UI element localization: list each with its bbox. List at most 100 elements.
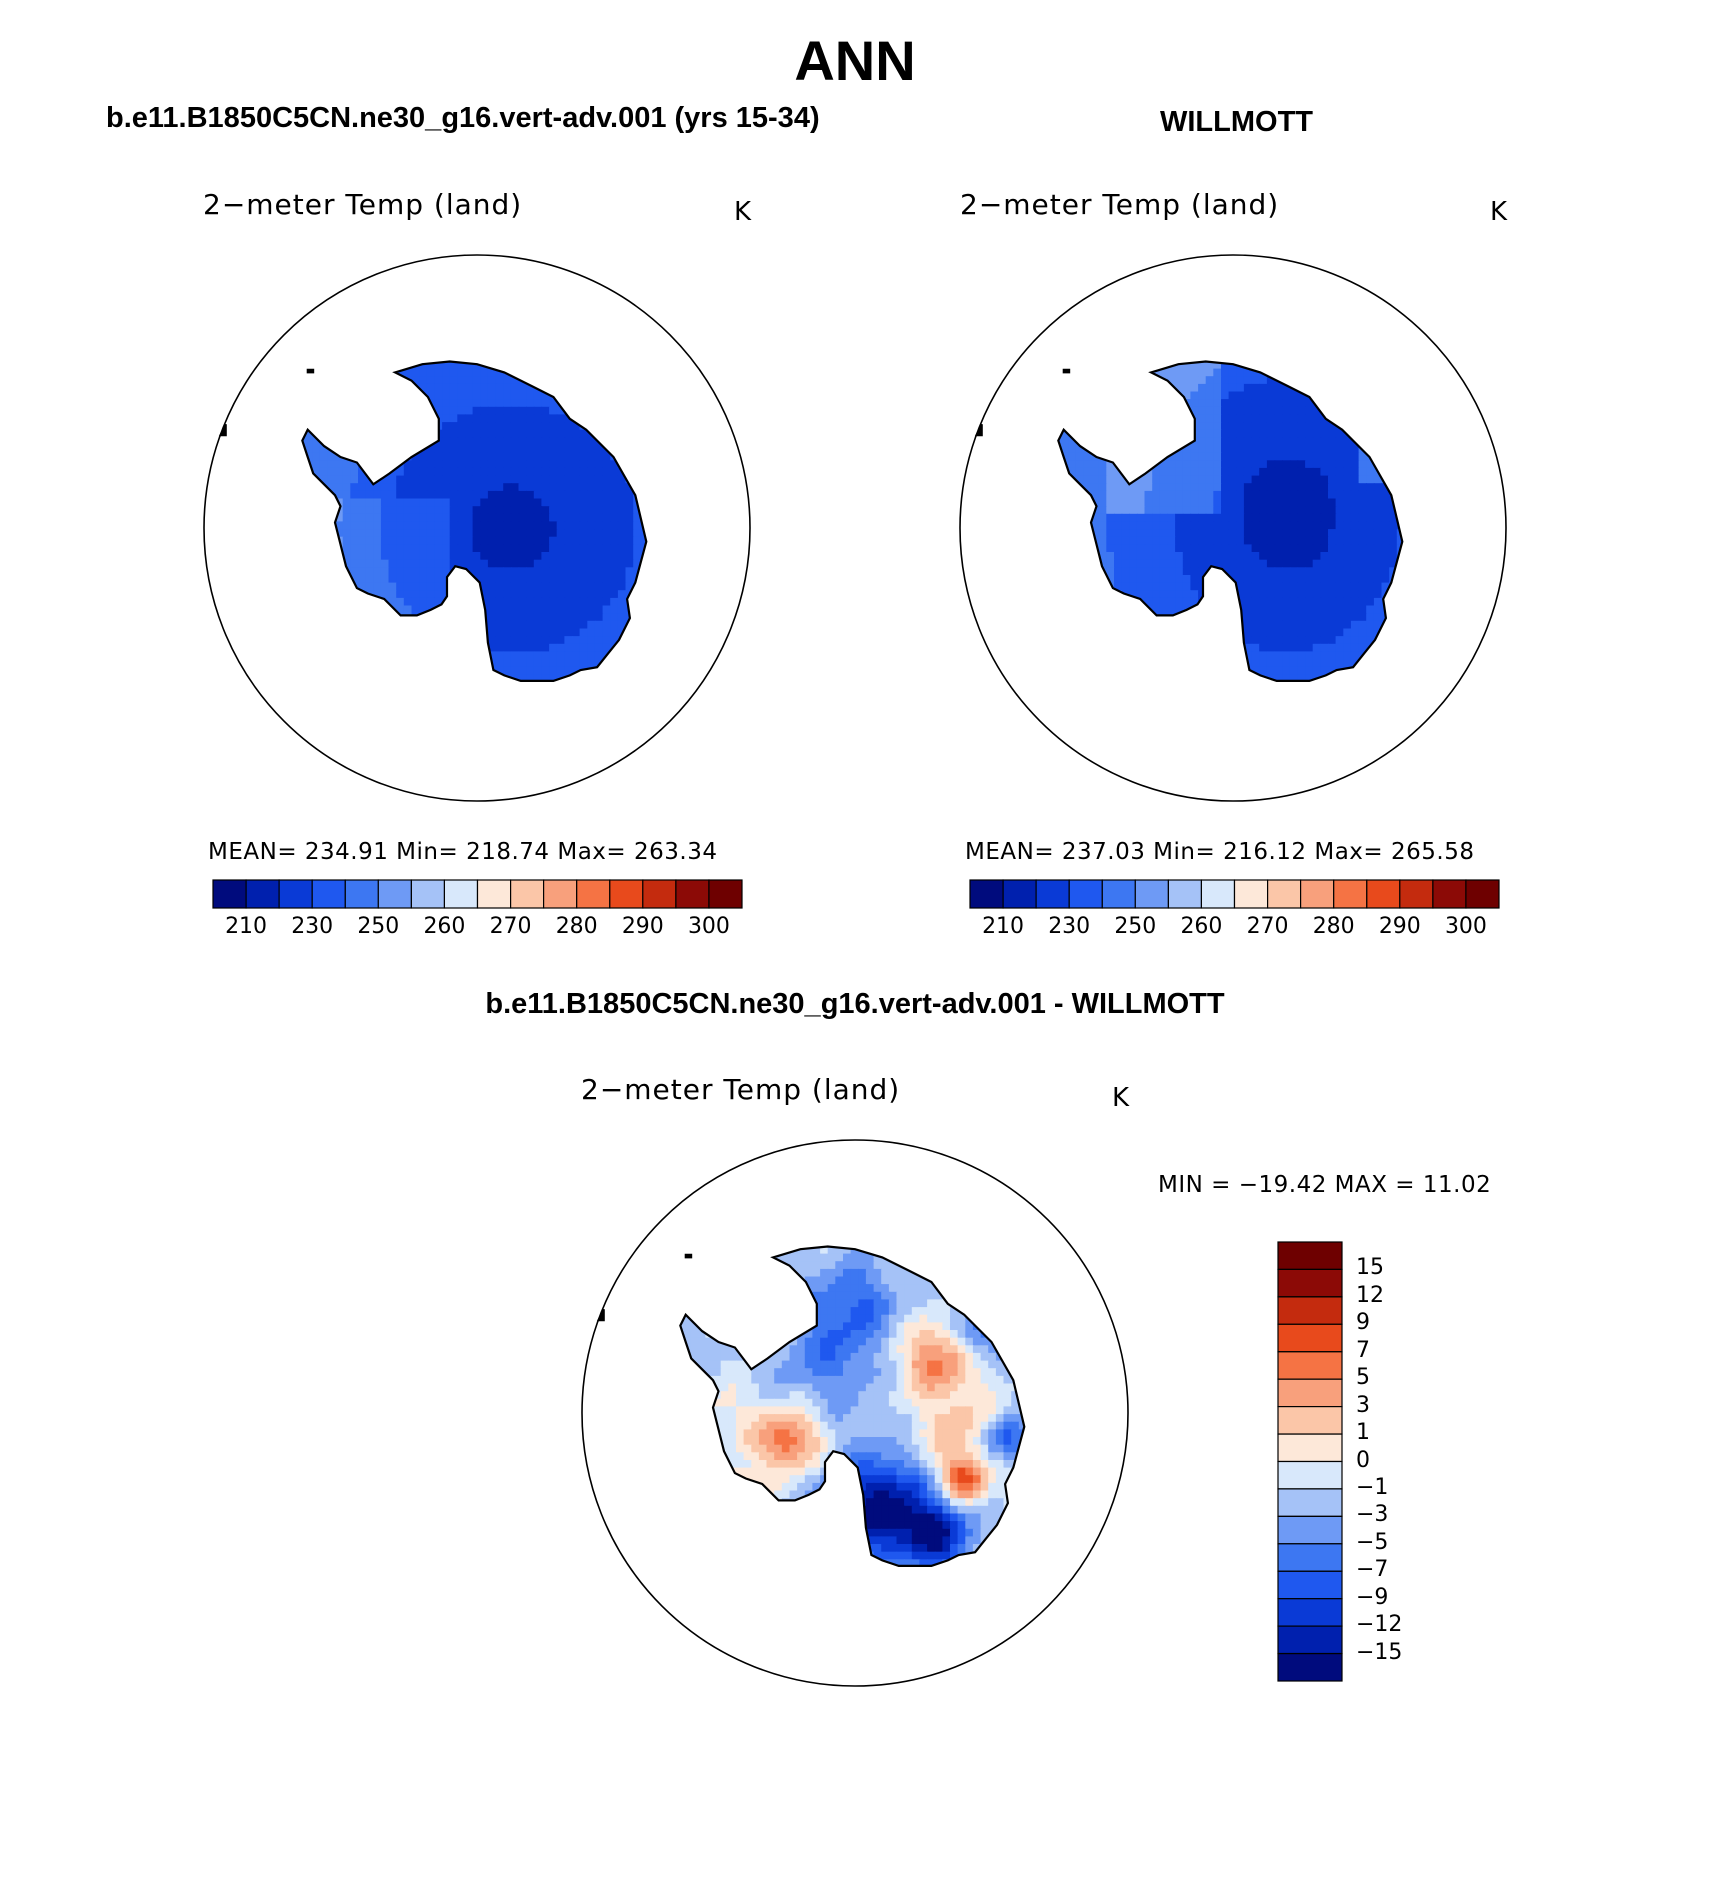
- colorbar-2-swatch-10: [1299, 879, 1335, 909]
- colorbar-3-swatch-7: [1277, 1433, 1343, 1463]
- colorbar-1-tick-label: 250: [357, 914, 400, 939]
- panel-1-plot-title: 2−meter Temp (land): [203, 188, 523, 221]
- colorbar-3-tick-label: −5: [1356, 1529, 1389, 1555]
- colorbar-1-tick-label: 270: [489, 914, 532, 939]
- colorbar-3-tick-label: 1: [1356, 1420, 1370, 1446]
- colorbar-3-swatch-6: [1277, 1405, 1343, 1435]
- colorbar-1-swatch-15: [708, 879, 743, 909]
- colorbar-1-swatch-9: [510, 879, 545, 909]
- colorbar-1-swatch-14: [675, 879, 710, 909]
- colorbar-2-swatch-6: [1167, 879, 1203, 909]
- colorbar-1-swatch-1: [245, 879, 280, 909]
- colorbar-3-swatch-13: [1277, 1598, 1343, 1627]
- colorbar-3-swatch-12: [1277, 1570, 1343, 1600]
- colorbar-1-swatch-5: [377, 879, 412, 909]
- colorbar-2-swatch-5: [1134, 879, 1170, 909]
- figure-title: ANN: [794, 29, 916, 92]
- colorbar-1-swatch-0: [212, 879, 247, 909]
- colorbar-2-tick-label: 210: [982, 914, 1025, 939]
- panel-2-map: [959, 254, 1507, 802]
- colorbar-3-swatch-9: [1277, 1488, 1343, 1517]
- colorbar-3-tick-label: 7: [1356, 1337, 1370, 1363]
- panel-3-heading: b.e11.B1850C5CN.ne30_g16.vert-adv.001 - …: [485, 988, 1225, 1020]
- colorbar-3-tick-label: −12: [1356, 1612, 1403, 1638]
- colorbar-2-swatch-11: [1333, 879, 1368, 909]
- colorbar-2-swatch-13: [1399, 879, 1434, 909]
- panel-3-island-0: [684, 1253, 693, 1259]
- panel-3-map-boundary: [581, 1139, 1129, 1687]
- colorbar-3-swatch-3: [1277, 1323, 1343, 1353]
- colorbar-3-swatch-0: [1277, 1241, 1343, 1270]
- colorbar-3-tick-label: 3: [1356, 1392, 1370, 1418]
- panel-1-map-boundary: [203, 254, 751, 802]
- colorbar-2-tick-label: 260: [1180, 914, 1223, 939]
- panel-3-units: K: [1112, 1083, 1130, 1113]
- colorbar-2-tick-label: 270: [1246, 914, 1289, 939]
- panel-1-field-cells: [302, 361, 647, 681]
- colorbar-1-swatch-11: [576, 879, 611, 909]
- colorbar-1-swatch-2: [278, 879, 313, 909]
- panel-3-map: [581, 1139, 1129, 1687]
- colorbar-1-swatch-6: [410, 879, 446, 909]
- panel-2-plot-title: 2−meter Temp (land): [960, 188, 1280, 221]
- panel-2-field-cells: [1058, 361, 1403, 681]
- panel-2-coastline: [1057, 360, 1404, 682]
- colorbar-1-swatch-4: [344, 879, 379, 909]
- colorbar-2-swatch-15: [1465, 879, 1500, 909]
- colorbar-3-tick-label: −7: [1356, 1557, 1389, 1583]
- colorbar-2-tick-label: 290: [1378, 914, 1421, 939]
- colorbar-3-tick-label: 0: [1356, 1447, 1370, 1473]
- colorbar-2-tick-label: 250: [1114, 914, 1157, 939]
- colorbar-3-swatch-4: [1277, 1351, 1343, 1380]
- colorbar-2-swatch-9: [1266, 879, 1302, 909]
- colorbar-3-tick-label: −9: [1356, 1584, 1389, 1610]
- colorbar-3-tick-label: −3: [1356, 1502, 1389, 1528]
- colorbar-3-swatch-8: [1277, 1460, 1343, 1490]
- panel-2-map-boundary: [959, 254, 1507, 802]
- colorbar-2-swatch-7: [1200, 879, 1236, 909]
- colorbar-2-swatch-0: [969, 879, 1004, 909]
- panel-1-map: [203, 254, 751, 802]
- colorbar-2-swatch-1: [1002, 879, 1037, 909]
- colorbar-1-tick-label: 230: [291, 914, 334, 939]
- colorbar-2-swatch-3: [1068, 879, 1103, 909]
- colorbar-3-swatch-14: [1277, 1625, 1343, 1655]
- panel-2-heading: WILLMOTT: [1160, 106, 1314, 138]
- colorbar-3-swatch-10: [1277, 1515, 1343, 1545]
- colorbar-1-swatch-8: [476, 879, 512, 909]
- panel-2-island-0: [1062, 368, 1071, 374]
- colorbar-3-swatch-15: [1277, 1652, 1343, 1682]
- colorbar-1-tick-label: 300: [687, 914, 730, 939]
- panel-3-plot-title: 2−meter Temp (land): [581, 1073, 901, 1106]
- colorbar-1-swatch-13: [642, 879, 677, 909]
- colorbar-1-tick-label: 260: [423, 914, 466, 939]
- colorbar-2-swatch-12: [1366, 879, 1401, 909]
- colorbar-2-swatch-8: [1233, 879, 1269, 909]
- panel-2-stats: MEAN= 237.03 Min= 216.12 Max= 265.58: [965, 839, 1475, 865]
- colorbar-1-tick-label: 280: [555, 914, 598, 939]
- colorbar-3-swatch-11: [1277, 1543, 1343, 1572]
- colorbar-1-swatch-3: [311, 879, 346, 909]
- panel-1-heading: b.e11.B1850C5CN.ne30_g16.vert-adv.001 (y…: [106, 102, 820, 134]
- colorbar-1-tick-label: 290: [621, 914, 664, 939]
- colorbar-2-tick-label: 300: [1444, 914, 1487, 939]
- colorbar-2-swatch-2: [1035, 879, 1070, 909]
- colorbar-3-tick-label: 15: [1356, 1255, 1384, 1281]
- panel-1-stats: MEAN= 234.91 Min= 218.74 Max= 263.34: [208, 839, 718, 865]
- colorbar-3-tick-label: 5: [1356, 1365, 1370, 1391]
- colorbar-1-swatch-7: [443, 879, 479, 909]
- colorbar-1-swatch-10: [542, 879, 578, 909]
- colorbar-2-swatch-4: [1101, 879, 1137, 909]
- colorbar-3-tick-label: −1: [1356, 1474, 1389, 1500]
- colorbar-3-tick-label: 9: [1356, 1310, 1370, 1336]
- panel-3-coastline: [679, 1245, 1026, 1567]
- colorbar-2-tick-label: 230: [1048, 914, 1091, 939]
- colorbar-1-tick-label: 210: [225, 914, 268, 939]
- colorbar-1-swatch-12: [609, 879, 644, 909]
- colorbar-3-swatch-2: [1277, 1296, 1343, 1325]
- colorbar-3-tick-label: −15: [1356, 1639, 1403, 1665]
- panel-1-coastline: [301, 360, 648, 682]
- colorbar-3-swatch-5: [1277, 1378, 1343, 1408]
- panel-1-island-0: [306, 368, 315, 374]
